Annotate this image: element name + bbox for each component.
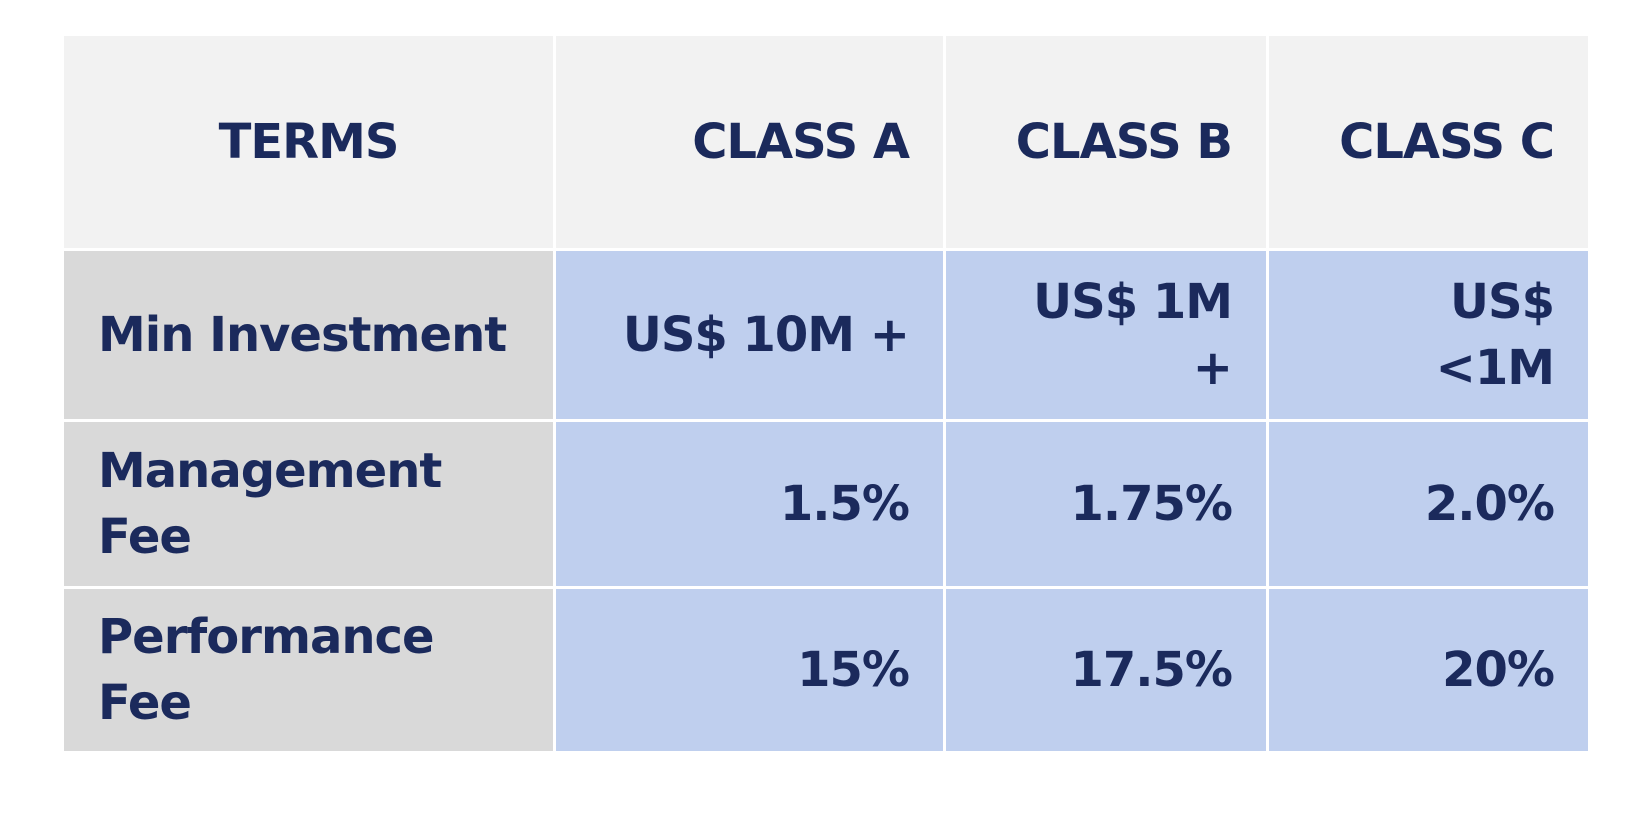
term-cell: Min Investment (61, 248, 556, 422)
terms-table: TERMS CLASS A CLASS B CLASS C Min Invest… (61, 33, 1591, 754)
header-cell: TERMS (61, 33, 556, 251)
header-cell: CLASS B (943, 33, 1269, 251)
header-row: TERMS CLASS A CLASS B CLASS C (61, 33, 1591, 251)
value-cell: 17.5% (943, 586, 1269, 754)
table-header: TERMS CLASS A CLASS B CLASS C (61, 33, 1591, 251)
value-cell: 2.0% (1266, 419, 1591, 589)
header-cell: CLASS A (553, 33, 946, 251)
table-row: Min Investment US$ 10M + US$ 1M + US$ <1M (61, 248, 1591, 422)
table-row: Performance Fee 15% 17.5% 20% (61, 586, 1591, 754)
header-cell: CLASS C (1266, 33, 1591, 251)
term-cell: Management Fee (61, 419, 556, 589)
value-cell: US$ 1M + (943, 248, 1269, 422)
value-cell: 15% (553, 586, 946, 754)
value-cell: US$ <1M (1266, 248, 1591, 422)
value-cell: 1.75% (943, 419, 1269, 589)
table-body: Min Investment US$ 10M + US$ 1M + US$ <1M Ma… (61, 248, 1591, 754)
value-cell: 1.5% (553, 419, 946, 589)
term-cell: Performance Fee (61, 586, 556, 754)
value-cell: 20% (1266, 586, 1591, 754)
value-cell: US$ 10M + (553, 248, 946, 422)
table-row: Management Fee 1.5% 1.75% 2.0% (61, 419, 1591, 589)
